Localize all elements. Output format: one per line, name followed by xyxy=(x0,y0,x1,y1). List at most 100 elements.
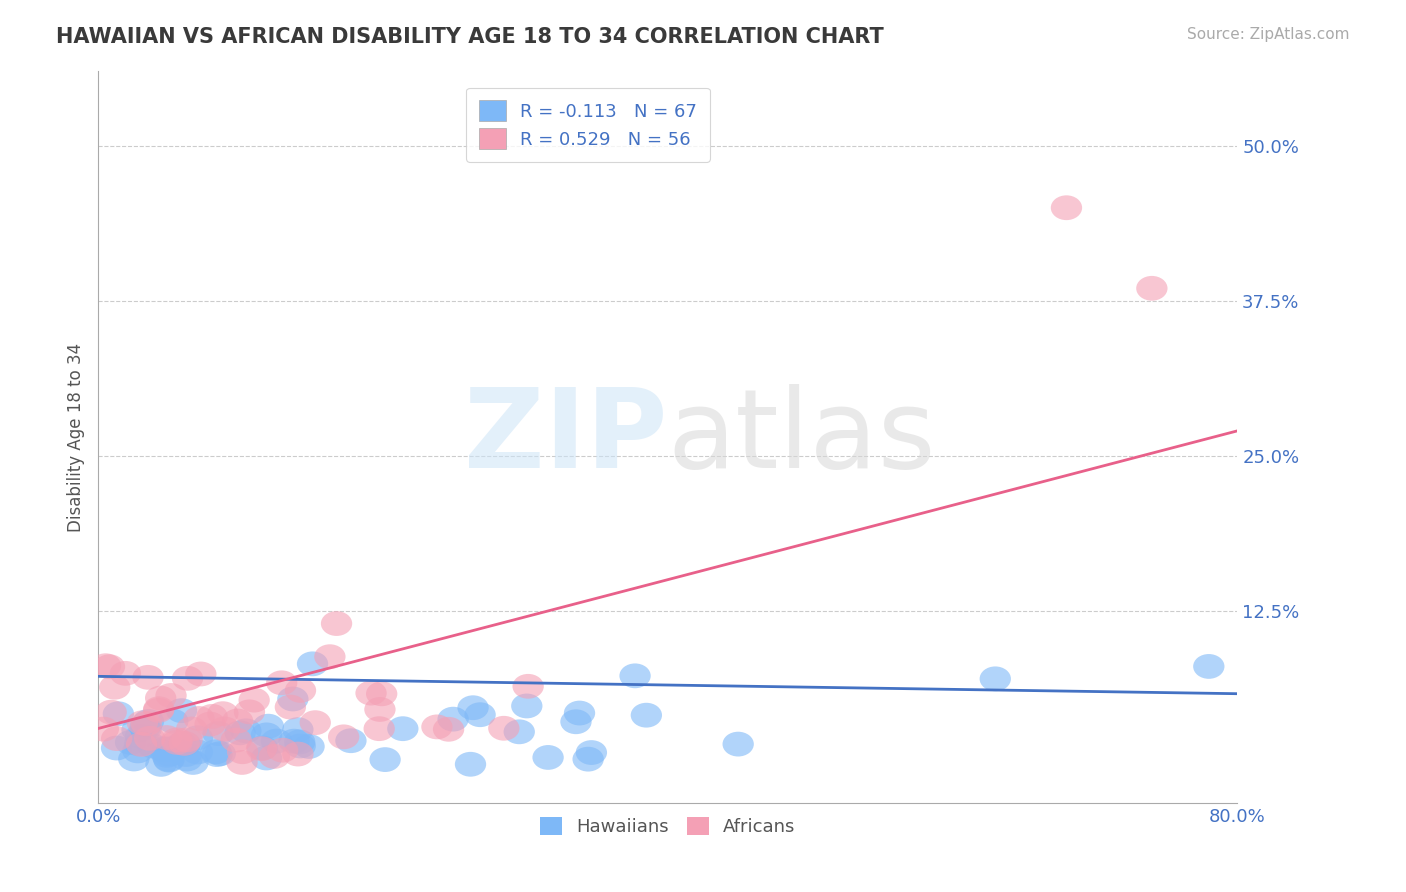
Ellipse shape xyxy=(259,744,290,769)
Ellipse shape xyxy=(437,706,468,731)
Ellipse shape xyxy=(225,721,256,745)
Ellipse shape xyxy=(124,731,155,756)
Ellipse shape xyxy=(183,706,215,731)
Ellipse shape xyxy=(96,699,127,724)
Ellipse shape xyxy=(153,737,184,762)
Ellipse shape xyxy=(274,695,307,720)
Ellipse shape xyxy=(155,683,187,708)
Ellipse shape xyxy=(157,709,188,733)
Ellipse shape xyxy=(1194,654,1225,679)
Ellipse shape xyxy=(129,715,160,740)
Ellipse shape xyxy=(267,738,298,763)
Text: Source: ZipAtlas.com: Source: ZipAtlas.com xyxy=(1187,27,1350,42)
Ellipse shape xyxy=(169,731,200,756)
Ellipse shape xyxy=(153,747,184,772)
Ellipse shape xyxy=(172,747,202,772)
Ellipse shape xyxy=(422,714,453,739)
Ellipse shape xyxy=(201,742,232,767)
Ellipse shape xyxy=(564,700,595,725)
Ellipse shape xyxy=(247,736,278,760)
Ellipse shape xyxy=(222,708,253,733)
Ellipse shape xyxy=(503,720,534,744)
Ellipse shape xyxy=(162,728,193,752)
Ellipse shape xyxy=(364,697,395,722)
Ellipse shape xyxy=(194,712,226,737)
Ellipse shape xyxy=(121,717,153,742)
Ellipse shape xyxy=(250,746,283,771)
Ellipse shape xyxy=(285,678,316,703)
Ellipse shape xyxy=(162,730,193,755)
Ellipse shape xyxy=(297,651,328,676)
Ellipse shape xyxy=(181,725,214,750)
Ellipse shape xyxy=(209,716,240,741)
Legend: Hawaiians, Africans: Hawaiians, Africans xyxy=(531,807,804,845)
Ellipse shape xyxy=(197,704,228,729)
Ellipse shape xyxy=(314,644,346,669)
Ellipse shape xyxy=(328,724,360,749)
Ellipse shape xyxy=(132,709,165,734)
Ellipse shape xyxy=(181,739,214,764)
Y-axis label: Disability Age 18 to 34: Disability Age 18 to 34 xyxy=(66,343,84,532)
Ellipse shape xyxy=(321,611,352,636)
Ellipse shape xyxy=(131,712,162,736)
Ellipse shape xyxy=(284,730,315,755)
Ellipse shape xyxy=(488,716,519,740)
Ellipse shape xyxy=(239,688,270,713)
Ellipse shape xyxy=(127,710,157,735)
Ellipse shape xyxy=(94,655,125,679)
Ellipse shape xyxy=(134,726,166,751)
Ellipse shape xyxy=(226,750,257,775)
Ellipse shape xyxy=(170,731,201,756)
Ellipse shape xyxy=(205,741,236,766)
Ellipse shape xyxy=(1050,195,1083,220)
Ellipse shape xyxy=(118,747,149,772)
Ellipse shape xyxy=(87,716,120,741)
Ellipse shape xyxy=(980,666,1011,691)
Ellipse shape xyxy=(170,742,202,767)
Ellipse shape xyxy=(283,717,314,742)
Ellipse shape xyxy=(149,737,181,762)
Ellipse shape xyxy=(122,739,153,764)
Ellipse shape xyxy=(335,728,367,753)
Ellipse shape xyxy=(153,747,184,772)
Ellipse shape xyxy=(575,740,607,765)
Ellipse shape xyxy=(110,661,141,686)
Ellipse shape xyxy=(266,671,297,695)
Ellipse shape xyxy=(356,681,387,706)
Ellipse shape xyxy=(172,666,204,690)
Ellipse shape xyxy=(723,731,754,756)
Ellipse shape xyxy=(253,714,284,739)
Ellipse shape xyxy=(284,733,316,758)
Ellipse shape xyxy=(231,718,262,743)
Text: HAWAIIAN VS AFRICAN DISABILITY AGE 18 TO 34 CORRELATION CHART: HAWAIIAN VS AFRICAN DISABILITY AGE 18 TO… xyxy=(56,27,884,46)
Ellipse shape xyxy=(278,729,309,754)
Ellipse shape xyxy=(176,716,207,741)
Ellipse shape xyxy=(166,731,197,756)
Ellipse shape xyxy=(200,739,232,764)
Ellipse shape xyxy=(221,728,252,753)
Ellipse shape xyxy=(145,686,176,710)
Ellipse shape xyxy=(533,745,564,770)
Ellipse shape xyxy=(387,716,419,741)
Ellipse shape xyxy=(512,674,544,698)
Ellipse shape xyxy=(103,701,134,726)
Ellipse shape xyxy=(152,737,184,761)
Ellipse shape xyxy=(283,741,314,766)
Ellipse shape xyxy=(1136,276,1167,301)
Ellipse shape xyxy=(233,699,266,724)
Ellipse shape xyxy=(246,736,277,761)
Text: atlas: atlas xyxy=(668,384,936,491)
Ellipse shape xyxy=(364,716,395,741)
Ellipse shape xyxy=(299,710,330,735)
Ellipse shape xyxy=(153,741,186,766)
Ellipse shape xyxy=(277,687,308,712)
Ellipse shape xyxy=(572,747,603,772)
Ellipse shape xyxy=(115,730,146,755)
Ellipse shape xyxy=(138,733,169,758)
Ellipse shape xyxy=(456,752,486,777)
Ellipse shape xyxy=(433,717,464,741)
Ellipse shape xyxy=(98,675,131,699)
Ellipse shape xyxy=(620,664,651,689)
Ellipse shape xyxy=(512,694,543,718)
Ellipse shape xyxy=(152,743,183,768)
